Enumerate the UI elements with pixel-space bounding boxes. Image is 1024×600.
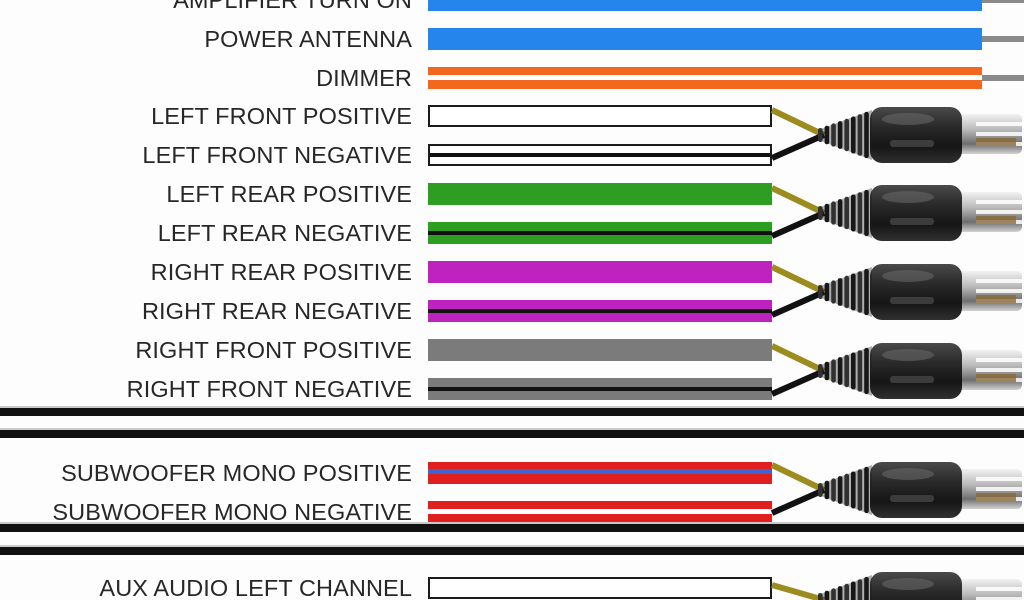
- wire-bar: [428, 261, 772, 283]
- section-divider: [0, 406, 1024, 416]
- wire-bar: [428, 105, 772, 127]
- wire-label: RIGHT FRONT NEGATIVE: [126, 375, 412, 402]
- wire-stripe: [428, 387, 772, 391]
- wire-row: AUX AUDIO LEFT CHANNEL: [0, 568, 1024, 600]
- wire-bar: [428, 67, 982, 89]
- wire-row: RIGHT FRONT POSITIVE: [0, 330, 1024, 370]
- wire-bar: [428, 183, 772, 205]
- wire-stripe: [430, 153, 770, 157]
- wire-row: LEFT FRONT POSITIVE: [0, 96, 1024, 136]
- wire-label: SUBWOOFER MONO POSITIVE: [61, 459, 412, 486]
- wire-row: POWER ANTENNA: [0, 19, 1024, 59]
- wire-tail: [982, 36, 1024, 42]
- wire-label: LEFT REAR NEGATIVE: [157, 219, 412, 246]
- wire-bar: [428, 577, 772, 599]
- wire-row: RIGHT REAR NEGATIVE: [0, 291, 1024, 331]
- wire-row: AMPLIFIER TURN ON: [0, 0, 1024, 20]
- wire-stripe: [428, 75, 982, 80]
- wire-row: SUBWOOFER MONO NEGATIVE: [0, 492, 1024, 532]
- wire-row: LEFT FRONT NEGATIVE: [0, 135, 1024, 175]
- wire-stripe: [428, 509, 772, 514]
- wire-label: SUBWOOFER MONO NEGATIVE: [52, 498, 412, 525]
- wire-stripe: [428, 231, 772, 235]
- wire-label: POWER ANTENNA: [204, 25, 412, 52]
- wire-row: LEFT REAR NEGATIVE: [0, 213, 1024, 253]
- wire-row: LEFT REAR POSITIVE: [0, 174, 1024, 214]
- section-divider: [0, 545, 1024, 555]
- wire-bar: [428, 462, 772, 484]
- section-divider: [0, 522, 1024, 532]
- wire-bar: [428, 144, 772, 166]
- wire-label: LEFT FRONT POSITIVE: [151, 102, 412, 129]
- wire-row: RIGHT REAR POSITIVE: [0, 252, 1024, 292]
- wire-row: DIMMER: [0, 58, 1024, 98]
- wire-row: SUBWOOFER MONO POSITIVE: [0, 453, 1024, 493]
- wire-label: RIGHT REAR NEGATIVE: [141, 297, 412, 324]
- wire-label: LEFT FRONT NEGATIVE: [142, 141, 412, 168]
- wire-label: RIGHT REAR POSITIVE: [150, 258, 412, 285]
- wire-label: LEFT REAR POSITIVE: [166, 180, 412, 207]
- wire-label: AMPLIFIER TURN ON: [0, 0, 412, 20]
- wire-stripe: [428, 309, 772, 313]
- wire-label: DIMMER: [316, 64, 412, 91]
- wire-bar: [428, 222, 772, 244]
- wire-tail: [982, 75, 1024, 81]
- wire-stripe: [428, 469, 772, 474]
- wire-bar: [428, 378, 772, 400]
- wire-bar: [428, 300, 772, 322]
- wire-row: RIGHT FRONT NEGATIVE: [0, 369, 1024, 409]
- section-divider: [0, 428, 1024, 438]
- wire-bar: [428, 28, 982, 50]
- wire-tail: [982, 0, 1024, 3]
- wire-label: RIGHT FRONT POSITIVE: [135, 336, 412, 363]
- wire-label: AUX AUDIO LEFT CHANNEL: [99, 574, 412, 600]
- wire-bar: [428, 339, 772, 361]
- wire-bar: [428, 501, 772, 523]
- wire-bar: [428, 0, 982, 11]
